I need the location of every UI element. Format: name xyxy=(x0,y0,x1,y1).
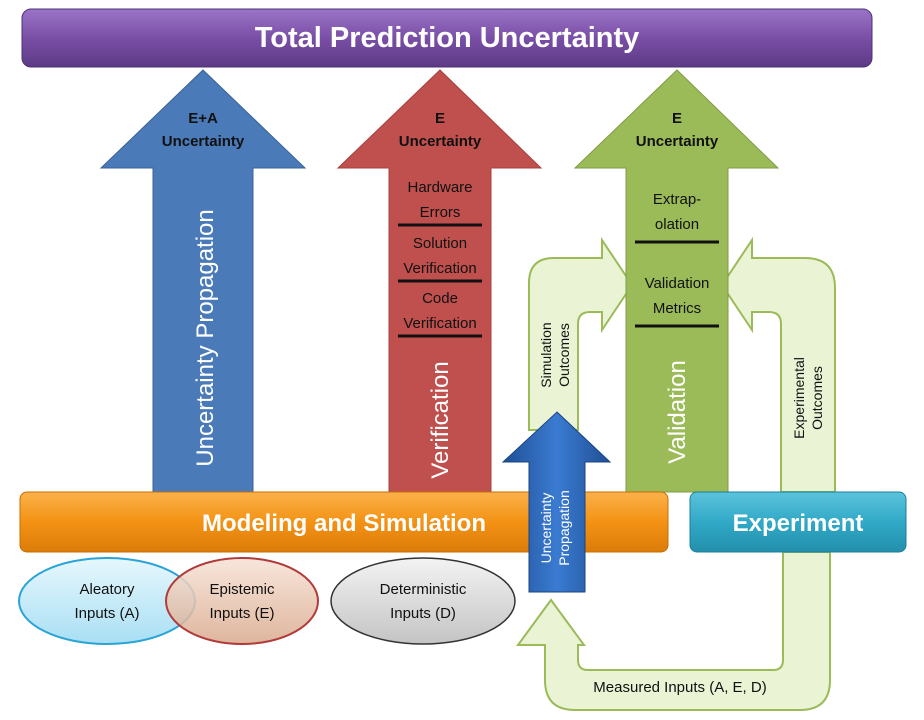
verification-item-1-line2: Errors xyxy=(420,204,461,221)
epistemic-line1: Epistemic xyxy=(209,581,275,598)
deterministic-line2: Inputs (D) xyxy=(390,605,456,622)
uncertainty-propagation-arrow: E+A Uncertainty Uncertainty Propagation xyxy=(99,69,307,493)
diagram-title: Total Prediction Uncertainty xyxy=(255,22,640,54)
simulation-outcomes-line1: Simulation xyxy=(538,322,554,387)
epistemic-line2: Inputs (E) xyxy=(209,605,274,622)
verification-item-3-line1: Code xyxy=(422,290,458,307)
verification-header-line1: E xyxy=(435,110,445,127)
propagation-header-line1: E+A xyxy=(188,110,218,127)
validation-header-line1: E xyxy=(672,110,682,127)
verification-arrow: E Uncertainty Hardware Errors Solution V… xyxy=(336,69,543,493)
validation-label: Validation xyxy=(664,360,691,464)
validation-item-1-line1: Extrap- xyxy=(653,191,701,208)
small-arrow-line2: Propagation xyxy=(556,490,572,566)
verification-item-3-line2: Verification xyxy=(403,315,476,332)
validation-item-1-line2: olation xyxy=(655,216,699,233)
measured-inputs-label: Measured Inputs (A, E, D) xyxy=(593,679,766,696)
propagation-label: Uncertainty Propagation xyxy=(192,209,219,466)
experiment-box: Experiment xyxy=(689,491,907,553)
experiment-label: Experiment xyxy=(733,510,864,537)
verification-item-2-line1: Solution xyxy=(413,235,467,252)
validation-item-2-line1: Validation xyxy=(645,275,710,292)
verification-item-2-line2: Verification xyxy=(403,260,476,277)
verification-item-1-line1: Hardware xyxy=(407,179,472,196)
validation-item-2-line2: Metrics xyxy=(653,300,701,317)
validation-header-line2: Uncertainty xyxy=(636,133,719,150)
verification-header-line2: Uncertainty xyxy=(399,133,482,150)
verification-label: Verification xyxy=(427,361,454,478)
modeling-bar-label: Modeling and Simulation xyxy=(202,510,486,537)
modeling-and-simulation-bar: Modeling and Simulation xyxy=(19,491,669,553)
experimental-outcomes-loop xyxy=(720,236,836,493)
small-propagation-arrow: Uncertainty Propagation xyxy=(501,411,612,593)
simulation-outcomes-line2: Outcomes xyxy=(556,323,572,387)
title-bar: Total Prediction Uncertainty xyxy=(21,8,873,68)
propagation-header-line2: Uncertainty xyxy=(162,133,245,150)
small-arrow-line1: Uncertainty xyxy=(538,493,554,564)
experimental-outcomes-line1: Experimental xyxy=(791,357,807,439)
simulation-outcomes-loop xyxy=(528,236,634,431)
measured-inputs-loop xyxy=(516,551,831,711)
deterministic-line1: Deterministic xyxy=(380,581,467,598)
deterministic-inputs-ellipse xyxy=(330,557,516,645)
aleatory-line2: Inputs (A) xyxy=(74,605,139,622)
aleatory-line1: Aleatory xyxy=(79,581,135,598)
epistemic-inputs-ellipse xyxy=(165,557,319,645)
experimental-outcomes-line2: Outcomes xyxy=(809,366,825,430)
validation-arrow: E Uncertainty Extrap- olation Validation… xyxy=(573,69,780,493)
